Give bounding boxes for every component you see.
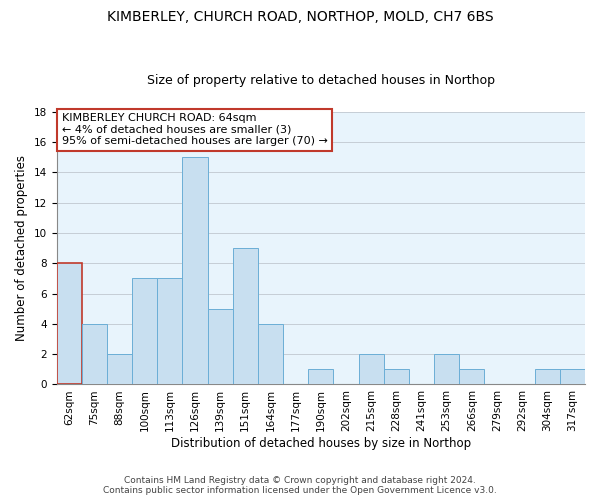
Bar: [233, 248, 258, 384]
X-axis label: Distribution of detached houses by size in Northop: Distribution of detached houses by size …: [171, 437, 471, 450]
Bar: [208, 308, 233, 384]
Bar: [434, 354, 459, 384]
Bar: [132, 278, 157, 384]
Bar: [258, 324, 283, 384]
Bar: [359, 354, 383, 384]
Bar: [82, 324, 107, 384]
Bar: [107, 354, 132, 384]
Text: KIMBERLEY CHURCH ROAD: 64sqm
← 4% of detached houses are smaller (3)
95% of semi: KIMBERLEY CHURCH ROAD: 64sqm ← 4% of det…: [62, 113, 328, 146]
Text: Contains HM Land Registry data © Crown copyright and database right 2024.
Contai: Contains HM Land Registry data © Crown c…: [103, 476, 497, 495]
Title: Size of property relative to detached houses in Northop: Size of property relative to detached ho…: [147, 74, 495, 87]
Bar: [560, 370, 585, 384]
Bar: [182, 157, 208, 384]
Bar: [308, 370, 334, 384]
Y-axis label: Number of detached properties: Number of detached properties: [15, 155, 28, 341]
Bar: [157, 278, 182, 384]
Bar: [535, 370, 560, 384]
Bar: [459, 370, 484, 384]
Bar: [383, 370, 409, 384]
Bar: [56, 264, 82, 384]
Text: KIMBERLEY, CHURCH ROAD, NORTHOP, MOLD, CH7 6BS: KIMBERLEY, CHURCH ROAD, NORTHOP, MOLD, C…: [107, 10, 493, 24]
